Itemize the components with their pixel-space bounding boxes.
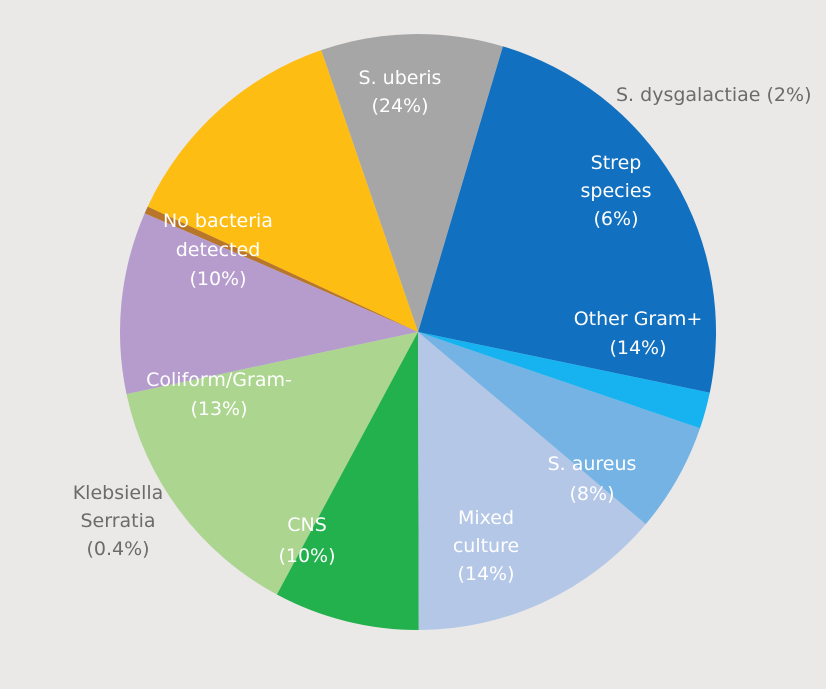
slice-label-percent: (0.4%) bbox=[86, 538, 149, 560]
slice-label-percent: (14%) bbox=[457, 563, 514, 585]
slice-label-percent: (10%) bbox=[278, 545, 335, 567]
pie-slice-coliform-gram bbox=[147, 50, 419, 333]
slice-label-percent: (14%) bbox=[609, 337, 666, 359]
pie-labels: S. uberis (24%) No bacteria detected (10%) Co… bbox=[73, 67, 812, 585]
pie-slice-strep-species bbox=[418, 332, 701, 525]
slice-label-name: Coliform/Gram- bbox=[146, 369, 292, 391]
slice-label-percent: (13%) bbox=[190, 398, 247, 420]
slice-label-strep-species: Strep species (6%) bbox=[581, 152, 652, 230]
slice-label-name: species bbox=[581, 180, 652, 202]
slice-label-name: Klebsiella bbox=[73, 482, 164, 504]
slice-label-name: Serratia bbox=[80, 510, 155, 532]
pie-slices bbox=[120, 34, 717, 631]
slice-label-s-uberis: S. uberis (24%) bbox=[359, 67, 442, 117]
slice-label-mixed-culture: Mixed culture (14%) bbox=[453, 507, 519, 585]
slice-label-name: Other Gram+ bbox=[574, 308, 703, 330]
slice-label-name: CNS bbox=[287, 514, 327, 536]
slice-label-name: detected bbox=[176, 239, 261, 261]
slice-label-coliform-gram: Coliform/Gram- (13%) bbox=[146, 369, 292, 420]
pie-slice-other-gram bbox=[418, 332, 646, 630]
slice-label-name: S. uberis bbox=[359, 67, 442, 89]
slice-label-other-gram: Other Gram+ (14%) bbox=[574, 308, 703, 359]
slice-label-name: S. aureus bbox=[548, 453, 637, 475]
slice-label-name: culture bbox=[453, 535, 519, 557]
slice-label-s-dysgalactiae: S. dysgalactiae (2%) bbox=[616, 84, 811, 106]
slice-label-percent: (6%) bbox=[594, 208, 639, 230]
pie-slice-mixed-culture bbox=[126, 332, 419, 595]
pie-slice-no-bacteria-detected bbox=[321, 34, 503, 333]
pie-slice-klebsiella-serratia bbox=[144, 206, 418, 332]
slice-label-name: No bacteria bbox=[163, 210, 273, 232]
pie-slice-s-dysgalactiae bbox=[418, 332, 710, 429]
slice-label-klebsiella-serratia: Klebsiella Serratia (0.4%) bbox=[73, 482, 164, 560]
pie-slice-cns bbox=[120, 213, 418, 395]
slice-label-name: S. dysgalactiae bbox=[616, 84, 767, 106]
slice-label-no-bacteria-detected: No bacteria detected (10%) bbox=[163, 210, 273, 290]
slice-label-percent: (24%) bbox=[371, 95, 428, 117]
slice-label-name: Mixed bbox=[458, 507, 514, 529]
slice-label-percent: (2%) bbox=[767, 84, 812, 106]
slice-label-s-aureus: S. aureus (8%) bbox=[548, 453, 637, 505]
pie-slice-s-aureus bbox=[276, 332, 419, 631]
slice-label-percent: (8%) bbox=[570, 483, 615, 505]
slice-label-name: Strep bbox=[591, 152, 642, 174]
pie-slice-s-uberis bbox=[418, 46, 717, 393]
slice-label-cns: CNS (10%) bbox=[278, 514, 335, 567]
slice-label-percent: (10%) bbox=[189, 268, 246, 290]
